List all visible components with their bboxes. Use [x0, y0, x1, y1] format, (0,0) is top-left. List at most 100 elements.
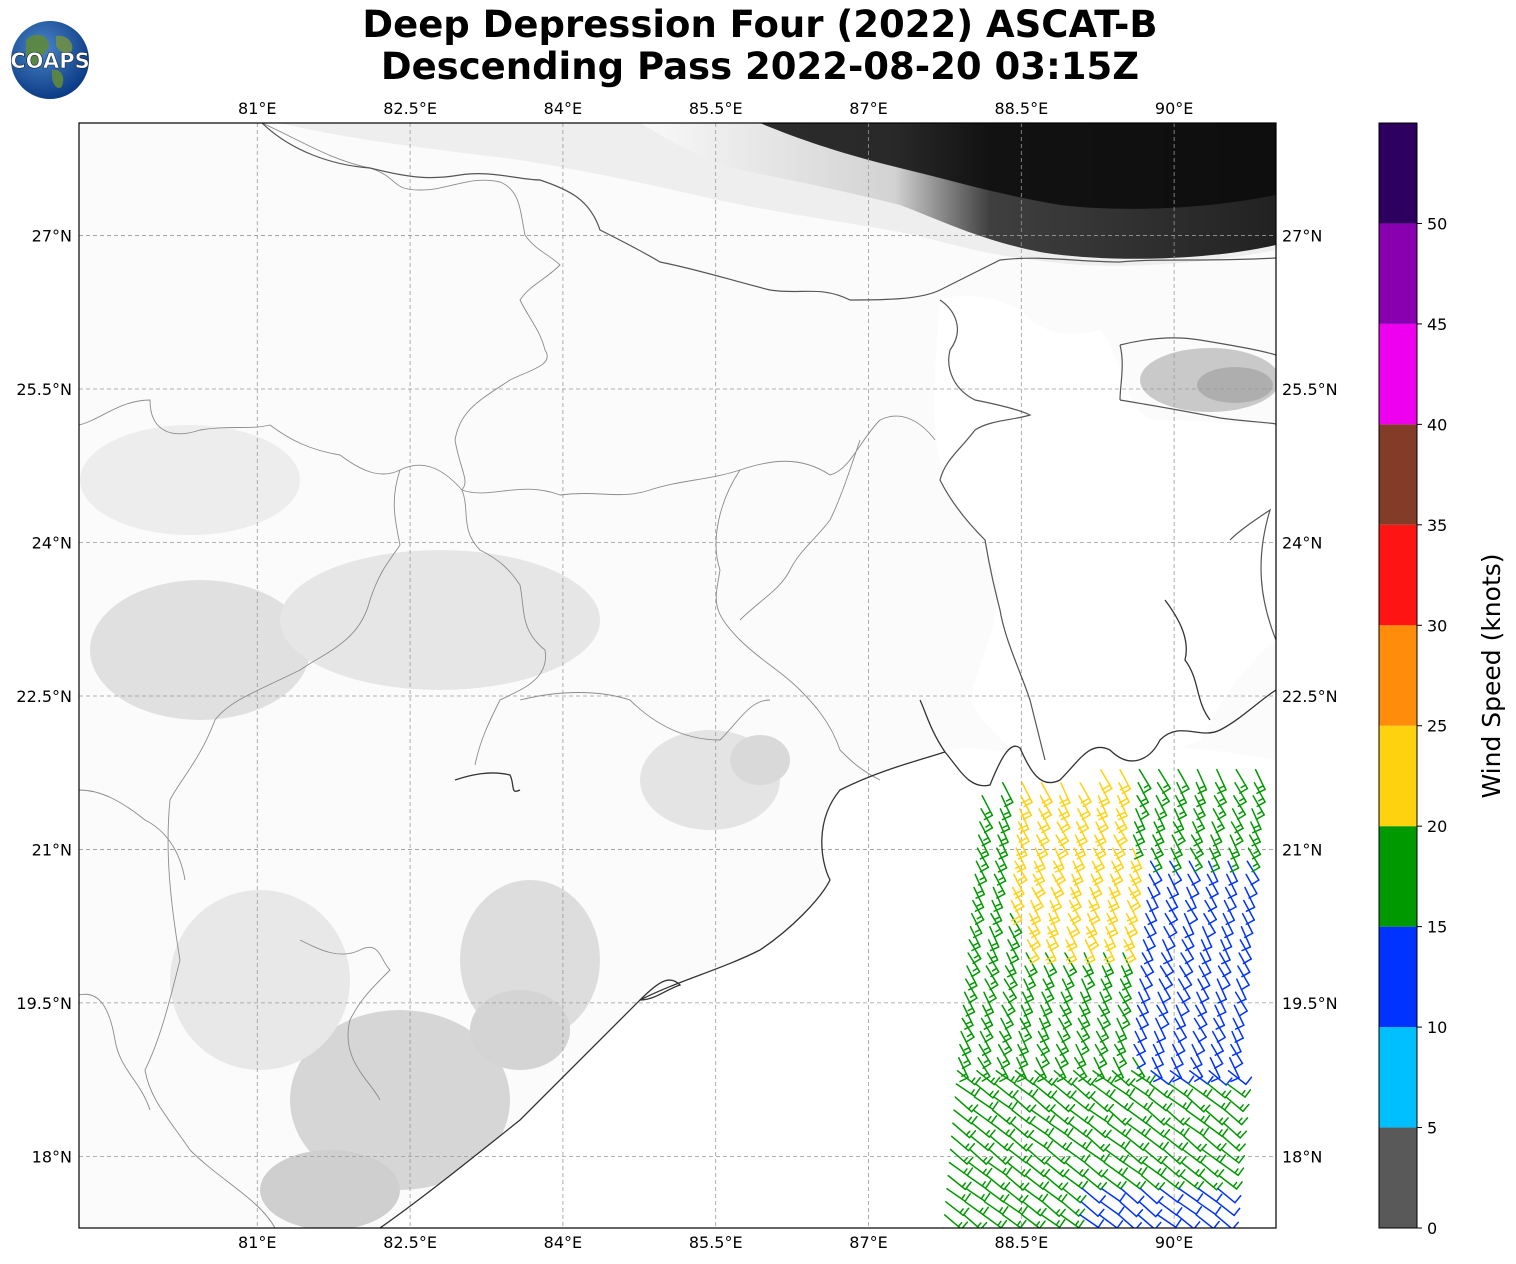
lat-tick-label-left: 19.5°N — [16, 994, 72, 1013]
coaps-logo: COAPS — [10, 21, 90, 99]
wind-barb — [1099, 1201, 1125, 1216]
wind-barb — [1156, 1214, 1182, 1228]
wind-barb — [1029, 1122, 1055, 1137]
wind-barb — [966, 1174, 992, 1189]
wind-barb — [982, 1214, 1008, 1228]
wind-barb — [1187, 1083, 1213, 1098]
wind-barb — [1012, 1096, 1037, 1113]
wind-barb — [1030, 1109, 1056, 1124]
state-borders — [79, 123, 936, 1228]
wind-barb — [1085, 1148, 1111, 1163]
wind-barb — [1105, 1135, 1131, 1150]
wind-barb — [1011, 1109, 1036, 1125]
axis-ticks: 81°E 81°E 82.5°E 82.5°E 84°E 84°E 85.5°E 85.5°E… — [16, 99, 1337, 1252]
wind-barb — [987, 1161, 1013, 1176]
lat-tick-label-left: 25.5°N — [16, 380, 72, 399]
colorbar-tick-label: 25 — [1427, 717, 1447, 736]
coastline — [379, 599, 1276, 1228]
colorbar-tick-label: 5 — [1427, 1119, 1437, 1138]
wind-barb — [1001, 1214, 1027, 1228]
wind-barb — [1068, 1122, 1093, 1138]
wind-barb — [1194, 1227, 1197, 1228]
colorbar-label: Wind Speed (knots) — [1477, 553, 1506, 798]
wind-barb — [993, 1096, 1018, 1111]
wind-barb — [1108, 1109, 1132, 1126]
wind-barb — [1097, 1227, 1100, 1228]
colorbar-tick-label: 20 — [1427, 817, 1447, 836]
lat-tick-label-left: 27°N — [32, 227, 72, 246]
wind-barb — [1058, 1227, 1061, 1228]
wind-barb — [1101, 1187, 1126, 1203]
colorbar-bin — [1379, 323, 1417, 425]
wind-barb — [1131, 1070, 1156, 1084]
lon-tick-label-top: 90°E — [1155, 99, 1193, 118]
wind-barb — [1092, 1070, 1117, 1085]
wind-barb — [1078, 1227, 1081, 1228]
wind-barb — [1149, 1083, 1174, 1099]
wind-barb — [1127, 1109, 1153, 1124]
wind-barb — [1217, 1187, 1242, 1204]
colorbar-bin — [1379, 826, 1417, 927]
country-borders — [261, 123, 1276, 761]
wind-barb — [1142, 1161, 1167, 1177]
wind-barb — [1021, 781, 1033, 808]
wind-barb — [1126, 1122, 1151, 1137]
wind-barb — [988, 1148, 1013, 1165]
wind-barb — [1023, 1187, 1049, 1203]
wind-barb — [1201, 1148, 1226, 1164]
colorbar-bin — [1379, 926, 1417, 1028]
lat-tick-label-left: 21°N — [32, 840, 72, 859]
map-area — [79, 123, 1276, 1228]
lon-tick-label-top: 84°E — [544, 99, 582, 118]
lon-tick-label-top: 87°E — [849, 99, 887, 118]
wind-barb — [1086, 1135, 1111, 1152]
lon-tick-label-top: 88.5°E — [994, 99, 1048, 118]
wind-barb — [1102, 1174, 1127, 1190]
colorbar-frame — [1378, 122, 1418, 1229]
lat-tick-label-right: 27°N — [1282, 227, 1322, 246]
wind-barb — [942, 1227, 945, 1228]
wind-barb — [973, 1096, 999, 1111]
wind-barb — [1135, 808, 1146, 834]
wind-barb — [946, 1187, 971, 1202]
wind-barb — [1177, 768, 1190, 794]
map-frame — [78, 122, 1277, 1229]
wind-barb — [1118, 1214, 1143, 1228]
wind-barb — [945, 1201, 970, 1217]
wind-barb — [1001, 781, 1014, 808]
wind-barb — [1014, 1070, 1040, 1085]
wind-barb — [964, 1201, 990, 1216]
wind-barb — [1065, 1148, 1091, 1163]
wind-barb — [1254, 768, 1266, 795]
colorbar-bin — [1379, 424, 1417, 525]
wind-barb — [1079, 1214, 1105, 1228]
lon-tick-label-bottom: 87°E — [849, 1233, 887, 1252]
wind-barb — [1177, 1201, 1203, 1216]
lat-tick-label-right: 18°N — [1282, 1147, 1322, 1166]
title-line-1: Deep Depression Four (2022) ASCAT-B — [362, 3, 1158, 46]
wind-barb — [1099, 768, 1113, 794]
lat-tick-label-right: 24°N — [1282, 533, 1322, 552]
wind-barb — [1069, 1109, 1094, 1125]
wind-barb — [1138, 1201, 1163, 1218]
wind-barb — [1146, 1109, 1171, 1126]
wind-barb — [962, 1227, 965, 1228]
wind-barb — [1063, 1174, 1089, 1190]
colorbar-tick-label: 15 — [1427, 918, 1447, 937]
wind-barb — [1122, 1161, 1148, 1176]
chart-title: Deep Depression Four (2022) ASCAT-B Desc… — [0, 4, 1516, 88]
lat-tick-label-right: 19.5°N — [1282, 994, 1338, 1013]
wind-barb — [965, 1187, 991, 1202]
colorbar-tick-label: 35 — [1427, 516, 1447, 535]
lat-tick-label-right: 22.5°N — [1282, 687, 1338, 706]
wind-barb — [1103, 1161, 1129, 1177]
wind-barb — [955, 1083, 981, 1097]
wind-barb — [1214, 1214, 1239, 1228]
wind-barb — [1224, 1109, 1249, 1126]
wind-barb — [1110, 1083, 1136, 1097]
wind-barb — [1216, 1201, 1241, 1217]
logo-text: COAPS — [10, 49, 89, 73]
wind-barb — [1053, 847, 1065, 873]
wind-barb — [1183, 1135, 1208, 1152]
